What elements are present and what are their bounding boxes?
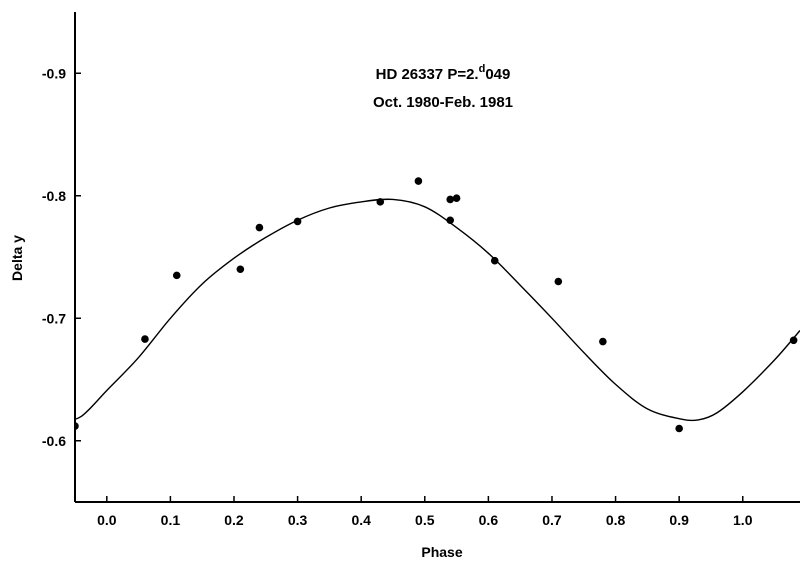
data-point (414, 177, 423, 185)
x-tick-label: 0.8 (606, 512, 626, 528)
chart-title-line2: Oct. 1980-Feb. 1981 (373, 94, 513, 111)
data-point (554, 277, 563, 286)
x-tick-label: 0.7 (542, 512, 562, 528)
data-point (490, 256, 499, 265)
x-tick-label: 0.4 (351, 512, 371, 528)
y-tick-label: -0.8 (42, 188, 66, 204)
y-tick-label: -0.7 (42, 310, 66, 326)
data-point (293, 217, 302, 226)
x-tick-label: 0.5 (415, 512, 435, 528)
title-suffix: 049 (485, 66, 510, 83)
x-tick-label: 1.0 (733, 512, 753, 528)
y-axis-ticks: -0.6 -0.7 -0.8 -0.9 (42, 65, 81, 449)
data-point (446, 195, 455, 204)
data-point (452, 194, 461, 202)
data-point (675, 424, 683, 433)
x-tick-label: 0.0 (97, 512, 117, 528)
x-axis-ticks: 0.0 0.1 0.2 0.3 0.4 0.5 0.6 0.7 0.8 0.9 1.0 (97, 496, 753, 528)
data-point (172, 271, 181, 280)
title-prefix: HD 26337 P=2. (376, 66, 479, 83)
y-tick-label: -0.6 (42, 433, 66, 449)
data-point (789, 336, 798, 345)
x-tick-label: 0.6 (479, 512, 499, 528)
title-superscript: d (479, 63, 486, 75)
data-point (376, 198, 385, 206)
y-axis-title: Delta y (9, 235, 25, 281)
data-point (255, 223, 264, 232)
data-point (236, 265, 245, 274)
data-point (75, 422, 79, 430)
data-point (599, 337, 607, 346)
chart-title-line1: HD 26337 P=2.d049 (376, 63, 511, 83)
x-tick-label: 0.1 (161, 512, 181, 528)
y-tick-label: -0.9 (42, 65, 66, 81)
x-tick-label: 0.9 (669, 512, 689, 528)
fitted-curve-line (75, 198, 800, 422)
data-point (141, 335, 149, 343)
plot-frame (74, 12, 800, 503)
x-tick-label: 0.3 (288, 512, 308, 528)
x-tick-label: 0.2 (224, 512, 244, 528)
data-point (446, 216, 455, 225)
data-points-layer (75, 177, 798, 433)
x-axis-title: Phase (421, 544, 462, 560)
fitted-curve-layer (75, 198, 800, 422)
